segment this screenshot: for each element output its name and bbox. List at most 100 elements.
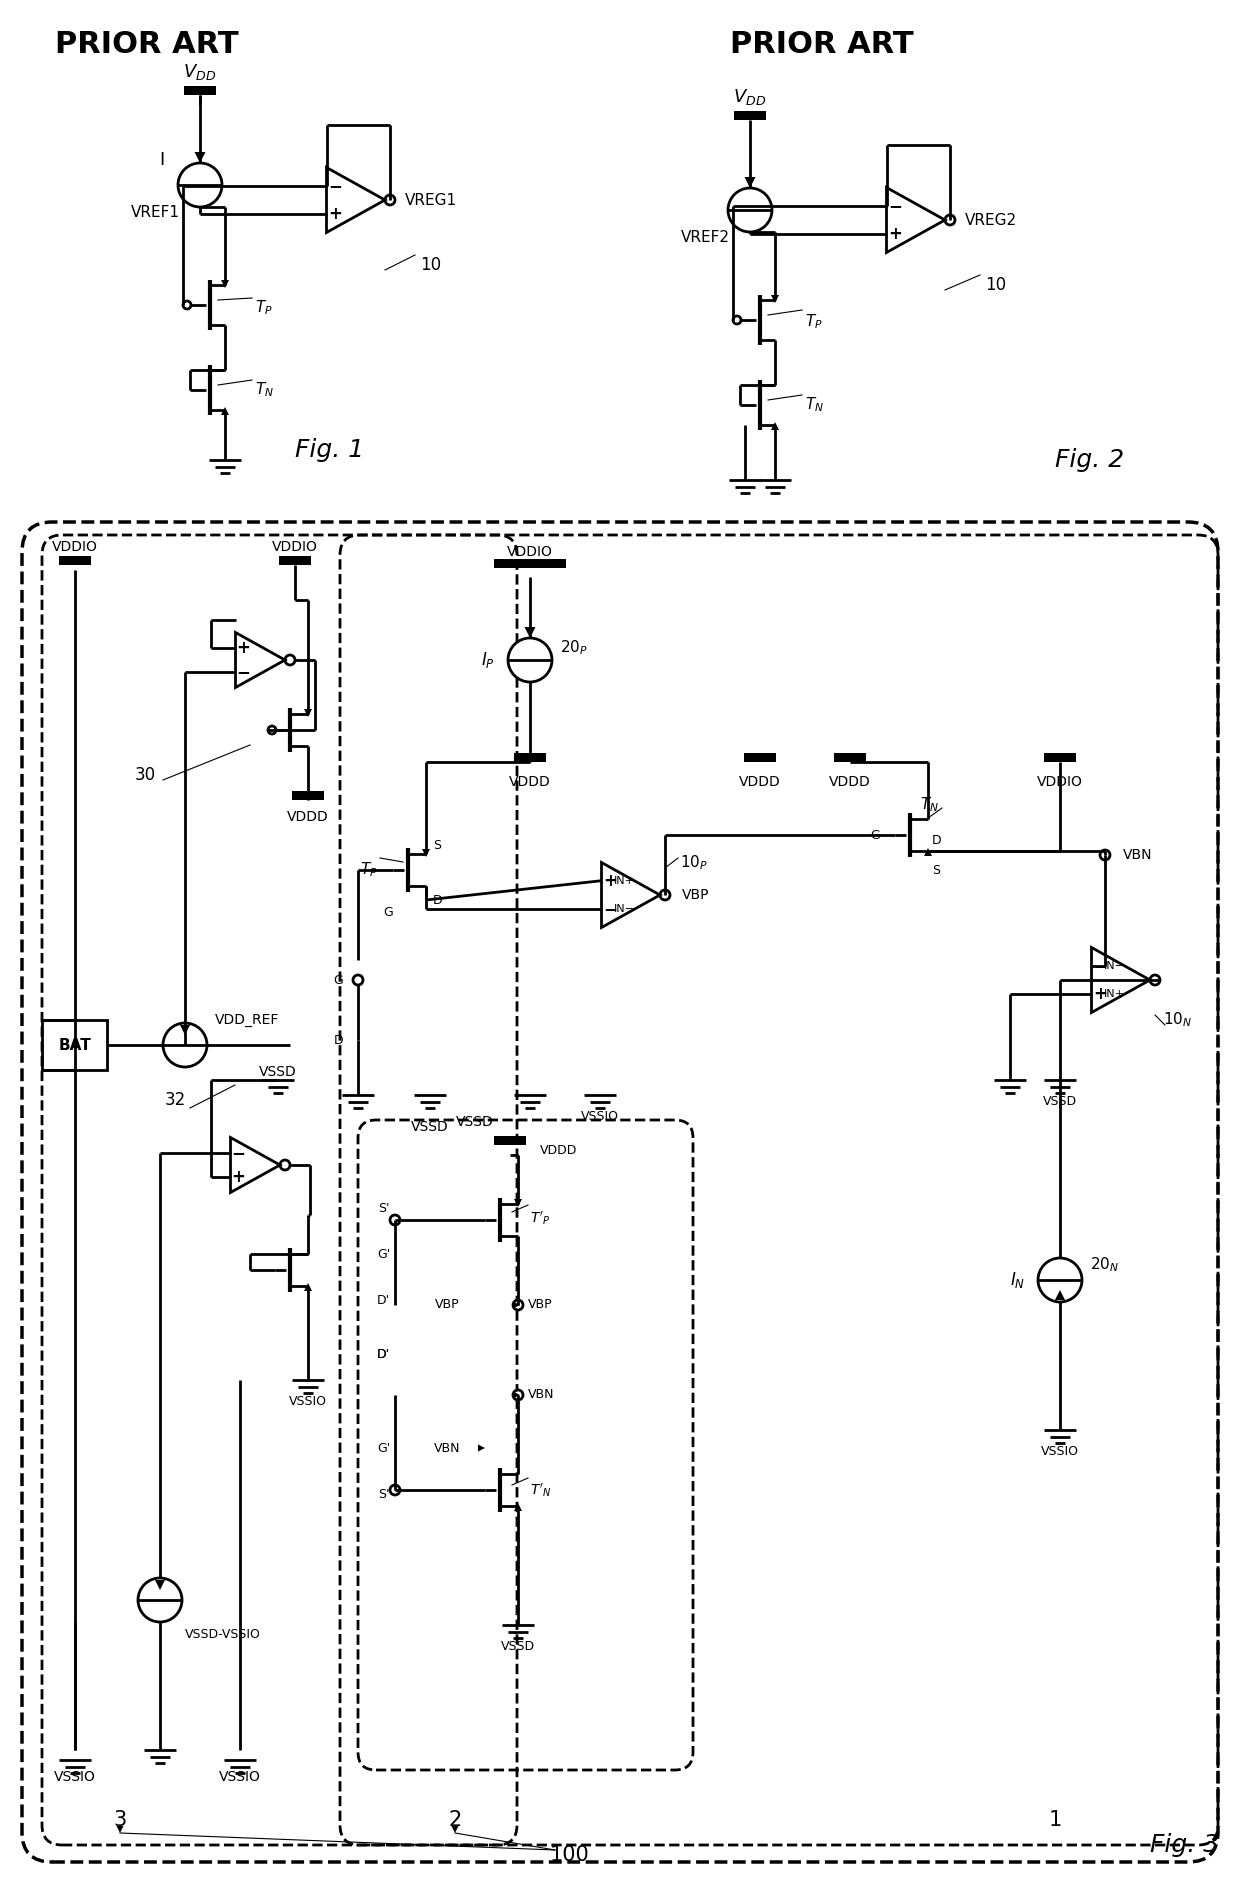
Text: IN−: IN−	[1104, 961, 1125, 970]
Circle shape	[660, 889, 670, 901]
Text: 30: 30	[134, 765, 155, 784]
Text: $T'_N$: $T'_N$	[529, 1481, 552, 1498]
Text: G: G	[383, 906, 393, 919]
Circle shape	[268, 726, 277, 733]
Text: D': D'	[377, 1348, 391, 1361]
Text: VREG2: VREG2	[965, 212, 1017, 227]
Bar	[291, 791, 324, 801]
Text: VBN: VBN	[434, 1442, 460, 1455]
Text: VDDIO: VDDIO	[272, 540, 317, 555]
Circle shape	[1100, 850, 1110, 859]
Polygon shape	[771, 421, 779, 431]
Bar	[835, 754, 866, 761]
Text: G': G'	[377, 1442, 391, 1455]
Text: G: G	[870, 829, 880, 842]
Text: VSSIO: VSSIO	[55, 1769, 95, 1784]
Text: IN−: IN−	[614, 904, 635, 914]
Circle shape	[384, 196, 396, 205]
Text: +: +	[231, 1167, 244, 1186]
Text: VSSIO: VSSIO	[582, 1109, 619, 1122]
Text: $T_P$: $T_P$	[255, 299, 273, 318]
Text: $10_N$: $10_N$	[1163, 1011, 1192, 1030]
Text: VREF2: VREF2	[681, 229, 730, 244]
Text: $20_P$: $20_P$	[560, 639, 588, 658]
Text: G': G'	[377, 1248, 391, 1261]
Text: VBP: VBP	[528, 1299, 553, 1312]
Circle shape	[733, 316, 742, 323]
Text: VDDIO: VDDIO	[507, 545, 553, 558]
Text: $T_P$: $T_P$	[361, 861, 378, 880]
Text: PRIOR ART: PRIOR ART	[55, 30, 238, 58]
Text: VREG1: VREG1	[405, 192, 458, 207]
Polygon shape	[231, 1137, 280, 1192]
Text: VSSD: VSSD	[1043, 1094, 1078, 1107]
Polygon shape	[221, 406, 229, 415]
Polygon shape	[155, 1579, 165, 1590]
Bar	[279, 556, 311, 566]
Bar	[744, 754, 776, 761]
Text: VDDIO: VDDIO	[52, 540, 98, 555]
Circle shape	[285, 654, 295, 666]
Text: $I_N$: $I_N$	[1009, 1271, 1025, 1290]
Polygon shape	[195, 152, 206, 164]
Text: D: D	[932, 833, 941, 846]
Text: $T_N$: $T_N$	[255, 380, 274, 399]
Text: 2: 2	[449, 1810, 461, 1829]
Polygon shape	[1091, 948, 1149, 1013]
Text: −: −	[604, 901, 618, 917]
Polygon shape	[513, 1301, 520, 1308]
Text: VSSD-VSSIO: VSSD-VSSIO	[185, 1628, 260, 1641]
Text: −: −	[329, 177, 342, 196]
Text: 32: 32	[165, 1090, 186, 1109]
Text: 10: 10	[420, 256, 441, 274]
Polygon shape	[117, 1825, 124, 1833]
Text: S: S	[932, 863, 940, 876]
Text: VDDD: VDDD	[830, 775, 870, 790]
Text: VSSD: VSSD	[412, 1120, 449, 1134]
Text: VBP: VBP	[682, 887, 709, 902]
Text: IN+: IN+	[1104, 989, 1125, 1000]
Polygon shape	[744, 177, 755, 188]
Text: PRIOR ART: PRIOR ART	[730, 30, 914, 58]
Circle shape	[513, 1389, 523, 1401]
Text: −: −	[231, 1143, 244, 1162]
Text: S': S'	[378, 1489, 391, 1502]
Text: D': D'	[377, 1348, 391, 1361]
Polygon shape	[515, 1199, 522, 1207]
Text: S': S'	[378, 1201, 391, 1214]
Text: VBN: VBN	[1123, 848, 1152, 863]
Circle shape	[508, 637, 552, 682]
Text: VSSIO: VSSIO	[289, 1395, 327, 1408]
Circle shape	[513, 1299, 523, 1310]
Polygon shape	[180, 1025, 190, 1036]
Text: $T'_P$: $T'_P$	[529, 1209, 551, 1228]
Bar	[42, 1021, 107, 1070]
Text: $V_{DD}$: $V_{DD}$	[184, 62, 217, 83]
Circle shape	[945, 214, 955, 226]
Polygon shape	[1055, 1290, 1065, 1299]
Text: VSSD: VSSD	[501, 1639, 536, 1653]
Circle shape	[353, 976, 363, 985]
Text: VSSIO: VSSIO	[1042, 1446, 1079, 1459]
Text: IN+: IN+	[614, 876, 635, 885]
Polygon shape	[304, 1282, 312, 1292]
Text: S: S	[433, 838, 441, 852]
Text: −: −	[888, 197, 903, 214]
Bar	[734, 111, 766, 120]
Text: $I_P$: $I_P$	[481, 650, 495, 669]
Polygon shape	[236, 632, 285, 688]
Polygon shape	[771, 295, 779, 303]
Text: 100: 100	[551, 1844, 590, 1865]
Bar	[534, 558, 565, 568]
Bar	[1044, 754, 1076, 761]
Polygon shape	[422, 850, 430, 857]
Text: VBN: VBN	[528, 1389, 554, 1401]
Circle shape	[728, 188, 773, 231]
Polygon shape	[304, 709, 312, 716]
Polygon shape	[924, 848, 932, 855]
Circle shape	[1038, 1258, 1083, 1303]
Circle shape	[1149, 976, 1159, 985]
Text: −: −	[236, 664, 250, 681]
Text: $10_P$: $10_P$	[680, 854, 708, 872]
Bar	[60, 556, 91, 566]
